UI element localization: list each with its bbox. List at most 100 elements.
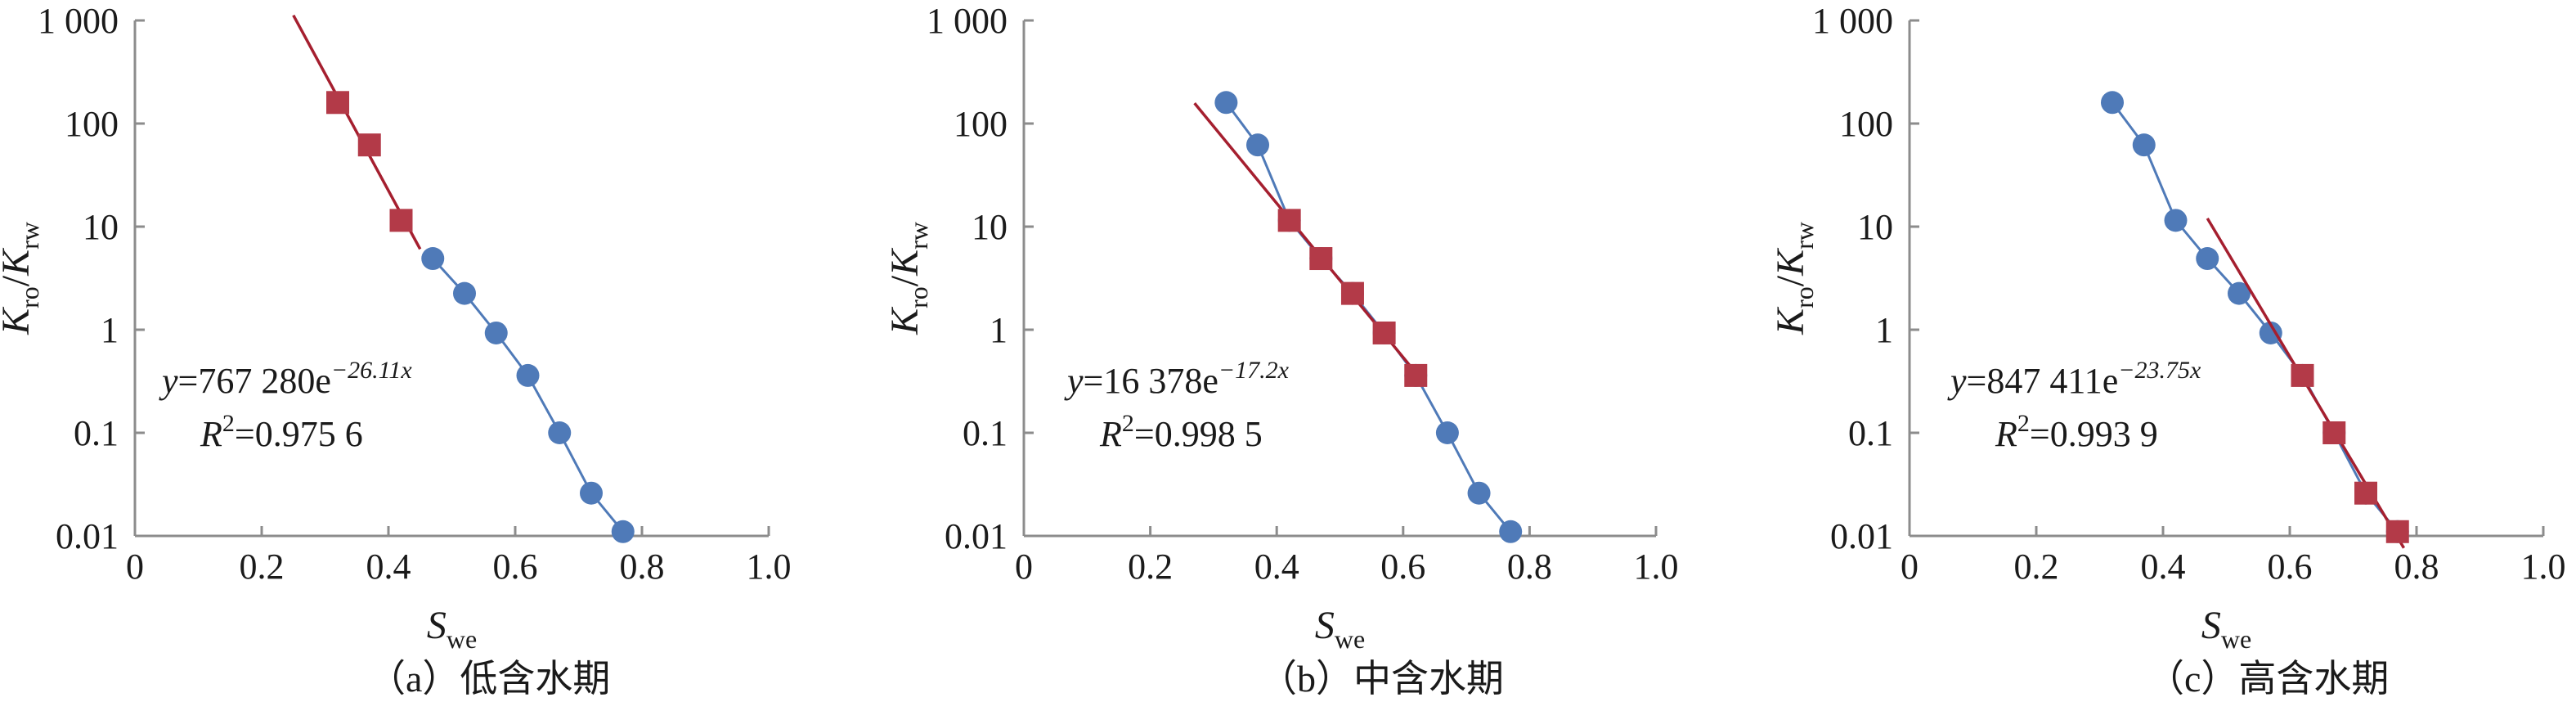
y-label-numerator: K <box>1769 306 1812 335</box>
data-point-square <box>2322 421 2346 444</box>
y-label-numerator: K <box>883 306 927 335</box>
y-label-numerator: K <box>0 306 38 335</box>
x-tick-label: 0.2 <box>1128 547 1173 587</box>
y-tick-label: 0.01 <box>945 516 1008 556</box>
y-label-denominator: K <box>883 247 927 277</box>
x-tick-label: 0 <box>1901 547 1919 587</box>
y-label-slash: / <box>0 275 38 286</box>
y-tick-label: 0.1 <box>1848 413 1893 453</box>
r2-r: R <box>1099 414 1122 454</box>
data-point-square <box>326 91 349 115</box>
y-label-slash: / <box>1769 275 1812 286</box>
y-axis-label: Kro/Krw <box>0 222 44 335</box>
data-point-square <box>2385 520 2409 543</box>
y-tick-label: 100 <box>954 104 1008 144</box>
x-tick-label: 0.8 <box>2394 547 2439 587</box>
panel-caption: （b）中含水期 <box>1259 658 1504 700</box>
y-tick-label: 1 000 <box>1812 1 1893 41</box>
data-point-circle <box>516 363 540 387</box>
data-point-square <box>357 133 381 157</box>
r2-sup: 2 <box>222 410 235 437</box>
y-label-denominator: K <box>1769 247 1812 277</box>
panel-caption: （a）低含水期 <box>368 658 610 700</box>
y-label-numerator-sub: ro <box>15 286 44 308</box>
data-point-circle <box>611 520 635 543</box>
equation-exponent: −17.2x <box>1218 357 1290 384</box>
data-point-square <box>1340 281 1364 305</box>
x-tick-label: 0.4 <box>366 547 411 587</box>
x-axis-label: Swe <box>2201 604 2251 654</box>
x-tick-label: 0.8 <box>1507 547 1552 587</box>
y-tick-label: 0.01 <box>56 516 119 556</box>
y-tick-label: 1 <box>1875 310 1893 350</box>
data-point-circle <box>1499 520 1523 543</box>
y-axis-label: Kro/Krw <box>1769 222 1819 335</box>
data-point-circle <box>2101 91 2124 115</box>
data-point-circle <box>2164 209 2188 232</box>
data-point-square <box>2354 481 2377 505</box>
data-point-circle <box>453 281 476 305</box>
x-tick-label: 0 <box>126 547 144 587</box>
series-line <box>2111 101 2399 533</box>
y-tick-label: 0.1 <box>963 413 1008 453</box>
y-tick-label: 1 <box>990 310 1008 350</box>
equation-y: y <box>1064 361 1084 401</box>
equation-y: y <box>159 361 178 401</box>
x-label-sub: we <box>1335 624 1365 654</box>
x-tick-label: 0.4 <box>1254 547 1299 587</box>
fit-equation: y=16 378e−17.2x <box>1064 357 1290 401</box>
data-point-square <box>1372 321 1396 344</box>
y-label-slash: / <box>883 275 927 286</box>
x-tick-label: 0.4 <box>2141 547 2186 587</box>
data-point-circle <box>548 421 572 444</box>
r-squared: R2=0.998 5 <box>1099 410 1263 454</box>
y-tick-label: 0.1 <box>74 413 119 453</box>
x-tick-label: 0.2 <box>240 547 285 587</box>
x-tick-label: 0.8 <box>620 547 665 587</box>
y-label-numerator-sub: ro <box>1789 286 1819 308</box>
x-label-sub: we <box>2221 624 2251 654</box>
equation-body: =767 280e <box>178 361 331 401</box>
equation-body: =847 411e <box>1967 361 2119 401</box>
y-label-denominator-sub: rw <box>904 222 933 250</box>
y-tick-label: 1 000 <box>38 1 119 41</box>
data-point-circle <box>2196 247 2219 271</box>
x-tick-label: 0.6 <box>493 547 538 587</box>
data-point-square <box>389 209 413 232</box>
r2-value: =0.998 5 <box>1134 414 1263 454</box>
r-squared: R2=0.993 9 <box>1995 410 2158 454</box>
equation-body: =16 378e <box>1084 361 1218 401</box>
x-tick-label: 1.0 <box>747 547 792 587</box>
y-tick-label: 1 <box>101 310 119 350</box>
y-tick-label: 10 <box>83 207 119 247</box>
x-tick-label: 0.6 <box>1380 547 1425 587</box>
r2-r: R <box>1995 414 2017 454</box>
y-tick-label: 1 000 <box>927 1 1008 41</box>
equation-exponent: −23.75x <box>2118 357 2201 384</box>
data-point-circle <box>421 247 445 271</box>
r2-sup: 2 <box>1122 410 1134 437</box>
fit-equation: y=847 411e−23.75x <box>1947 357 2201 401</box>
y-label-numerator-sub: ro <box>904 286 933 308</box>
data-point-square <box>1309 247 1333 271</box>
r2-value: =0.975 6 <box>235 414 363 454</box>
r-squared: R2=0.975 6 <box>200 410 363 454</box>
x-axis-label: Swe <box>427 604 477 654</box>
y-tick-label: 0.01 <box>1830 516 1893 556</box>
data-point-square <box>1277 209 1301 232</box>
data-point-circle <box>1246 133 1270 157</box>
data-point-circle <box>1435 421 1459 444</box>
x-label-main: S <box>1315 604 1335 647</box>
r2-value: =0.993 9 <box>2030 414 2158 454</box>
data-point-square <box>1404 363 1428 387</box>
y-axis-label: Kro/Krw <box>883 222 933 335</box>
data-point-circle <box>580 481 603 505</box>
x-axis-label: Swe <box>1315 604 1365 654</box>
panel-caption: （c）高含水期 <box>2147 658 2389 700</box>
y-label-denominator: K <box>0 247 38 277</box>
data-point-circle <box>484 321 508 344</box>
r2-r: R <box>200 414 222 454</box>
